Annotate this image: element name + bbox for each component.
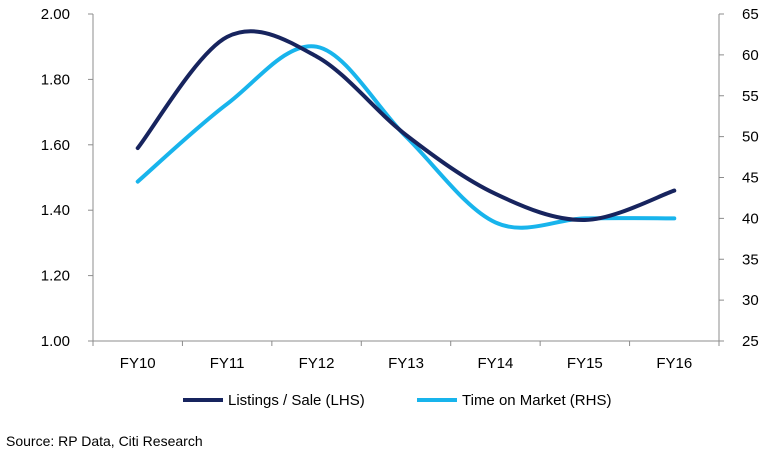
right-tick-label: 45 (742, 170, 759, 187)
legend-label: Listings / Sale (LHS) (228, 392, 365, 409)
legend-item-listings-per-sale: Listings / Sale (LHS) (183, 392, 365, 409)
x-tick-label: FY15 (567, 355, 603, 372)
right-tick-label: 65 (742, 6, 759, 23)
left-tick-label: 1.60 (41, 137, 70, 154)
right-tick-label: 40 (742, 210, 759, 227)
source-note: Source: RP Data, Citi Research (6, 433, 203, 449)
left-tick-label: 1.40 (41, 202, 70, 219)
right-tick-label: 60 (742, 47, 759, 64)
series-line-listings-per-sale (135, 29, 677, 223)
right-tick-label: 25 (742, 333, 759, 350)
left-tick-label: 1.80 (41, 71, 70, 88)
x-tick-label: FY11 (210, 355, 245, 372)
x-tick-label: FY14 (477, 355, 513, 372)
legend: Listings / Sale (LHS) Time on Market (RHS… (183, 392, 611, 409)
right-tick-label: 55 (742, 88, 759, 105)
right-tick-label: 35 (742, 251, 759, 268)
left-tick-label: 1.00 (41, 333, 70, 350)
x-tick-label: FY13 (388, 355, 424, 372)
x-tick-label: FY10 (120, 355, 156, 372)
right-tick-label: 50 (742, 129, 759, 146)
series-lines (135, 29, 677, 230)
legend-item-time-on-market: Time on Market (RHS) (417, 392, 611, 409)
legend-label: Time on Market (RHS) (462, 392, 611, 409)
left-tick-label: 2.00 (41, 6, 70, 23)
left-tick-label: 1.20 (41, 268, 70, 285)
axes: 1.00 1.20 1.40 1.60 1.80 2.00 25 30 35 40 45 50 55 60… (41, 6, 759, 372)
x-tick-label: FY16 (656, 355, 692, 372)
x-tick-label: FY12 (299, 355, 335, 372)
right-tick-label: 30 (742, 292, 759, 309)
